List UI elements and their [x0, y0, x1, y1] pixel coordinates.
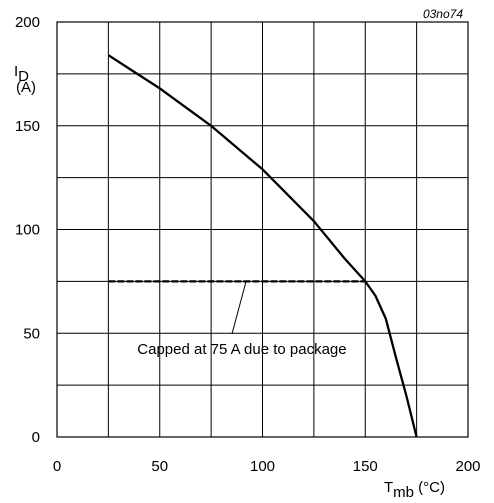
x-tick-label: 0	[53, 458, 61, 475]
y-tick-label: 0	[32, 429, 40, 446]
y-axis-label: ID	[14, 63, 29, 85]
series-layer	[107, 54, 418, 438]
tick-labels: 0 50 100 150 200 0 50 100 150 200	[15, 14, 481, 475]
series-line-solid	[107, 54, 418, 438]
annotation-pointer	[231, 281, 247, 335]
annotation-layer: Capped at 75 A due to package	[137, 281, 347, 358]
y-tick-label: 200	[15, 14, 40, 31]
x-tick-label: 50	[151, 458, 168, 475]
y-tick-label: 150	[15, 118, 40, 135]
x-tick-label: 100	[250, 458, 275, 475]
x-tick-label: 150	[353, 458, 378, 475]
annotation-text: Capped at 75 A due to package	[137, 341, 346, 358]
grid	[56, 21, 469, 438]
x-tick-label: 200	[455, 458, 480, 475]
figure-code: 03no74	[423, 7, 463, 21]
y-axis-unit: (A)	[16, 79, 36, 96]
x-axis-label: Tmb (°C)	[384, 479, 445, 501]
y-tick-label: 100	[15, 222, 40, 239]
plot-frame	[56, 21, 469, 438]
y-tick-label: 50	[23, 325, 40, 342]
